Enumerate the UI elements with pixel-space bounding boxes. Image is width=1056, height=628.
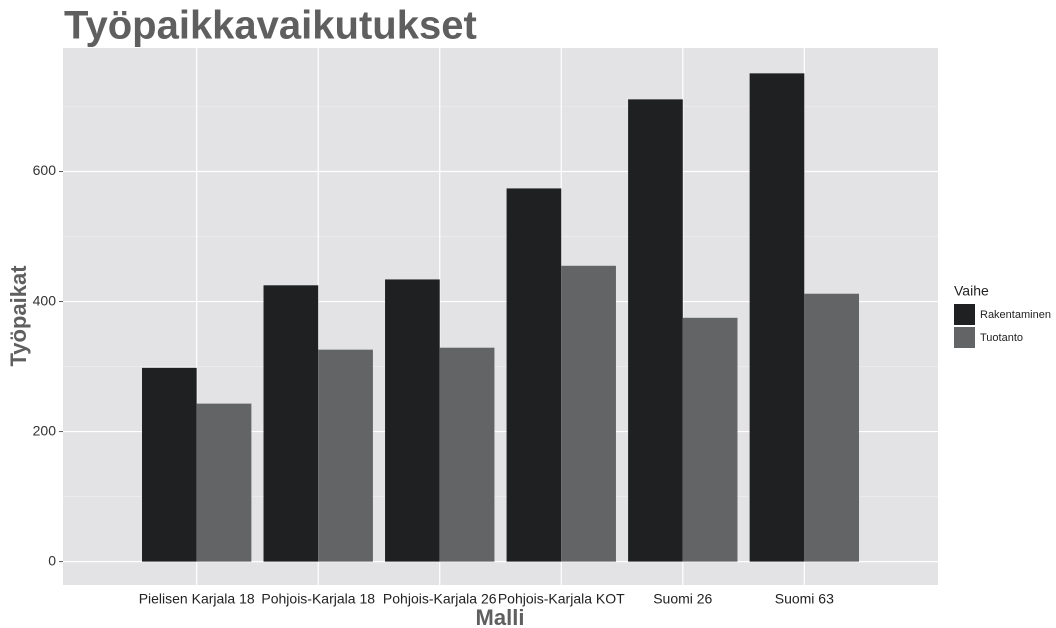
- bar: [141, 367, 197, 562]
- bar: [318, 349, 373, 562]
- legend-label: Rakentaminen: [980, 309, 1051, 321]
- y-tick-label: 600: [33, 162, 57, 178]
- x-tick-label: Pielisen Karjala 18: [139, 591, 255, 607]
- x-tick-label: Pohjois-Karjala 18: [261, 591, 375, 607]
- bar: [439, 347, 495, 562]
- x-axis-label: Malli: [476, 605, 525, 628]
- bar: [506, 188, 562, 562]
- bar: [196, 403, 252, 562]
- bar: [561, 265, 616, 562]
- legend-label: Tuotanto: [980, 332, 1023, 344]
- x-tick-label: Pohjois-Karjala 26: [383, 591, 497, 607]
- bar: [682, 317, 738, 562]
- y-tick-label: 200: [33, 422, 57, 438]
- legend-key: [954, 304, 975, 325]
- x-tick-label: Pohjois-Karjala KOT: [498, 591, 625, 607]
- legend-key: [954, 327, 975, 348]
- bar: [804, 293, 860, 562]
- bar: [749, 73, 805, 562]
- legend-title: Vaihe: [954, 283, 989, 299]
- bar: [263, 285, 319, 562]
- x-tick-label: Suomi 63: [775, 591, 834, 607]
- x-tick-label: Suomi 26: [653, 591, 712, 607]
- chart-title: Työpaikkavaikutukset: [64, 4, 477, 48]
- y-axis-label: Työpaikat: [6, 265, 31, 367]
- bar: [628, 99, 683, 562]
- y-tick-label: 400: [33, 292, 57, 308]
- bar: [385, 279, 440, 562]
- y-tick-label: 0: [48, 552, 56, 568]
